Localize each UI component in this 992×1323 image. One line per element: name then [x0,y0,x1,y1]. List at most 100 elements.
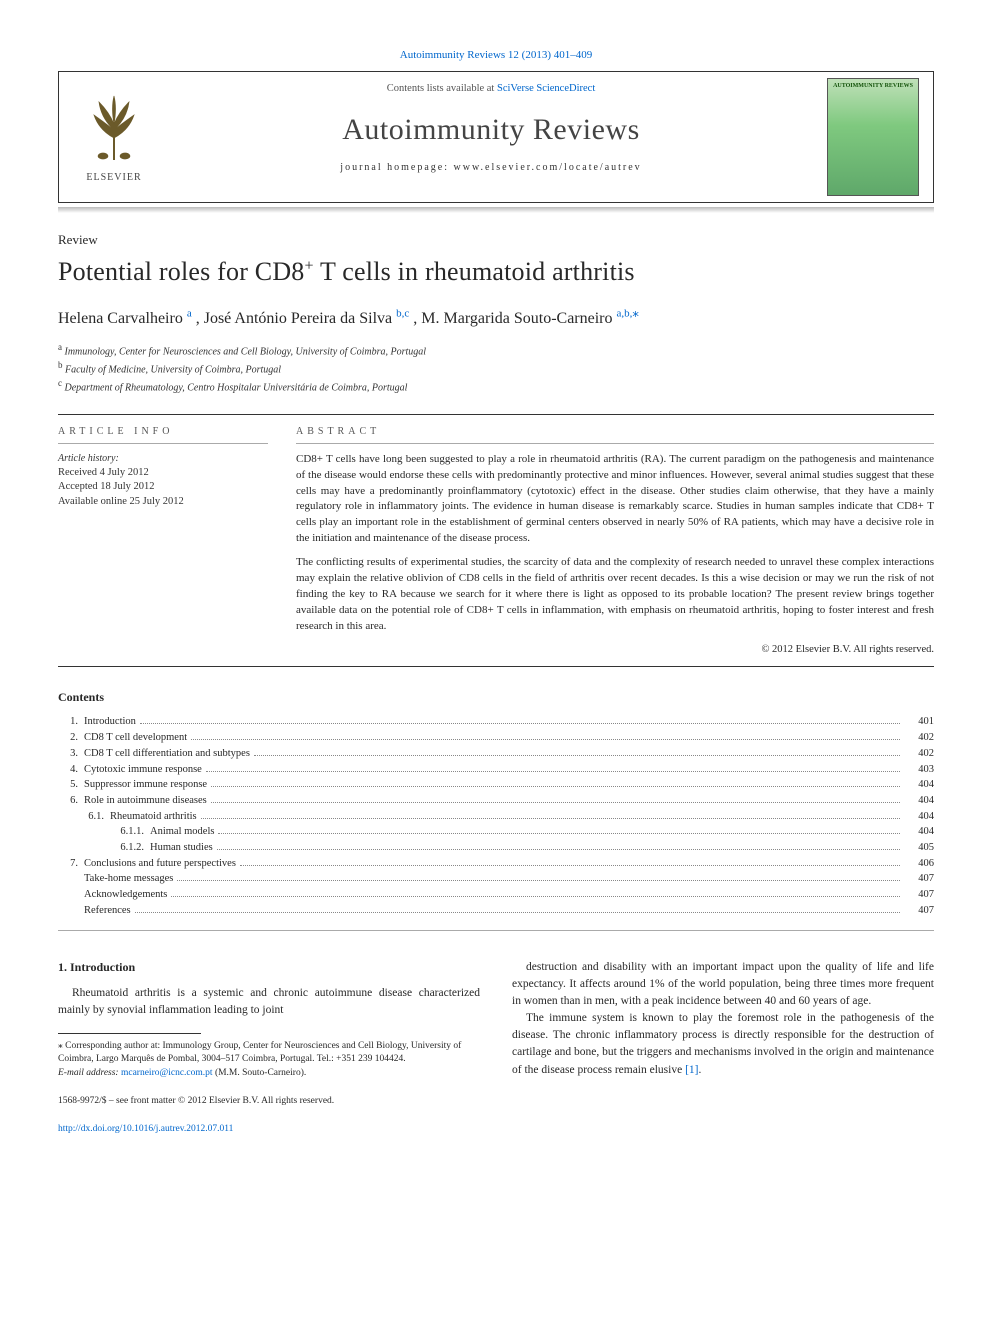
toc-num: 1. [58,715,84,730]
divider [296,443,934,444]
abstract-p2: The conflicting results of experimental … [296,555,934,635]
intro-p1-left: Rheumatoid arthritis is a systemic and c… [58,985,480,1019]
toc-page: 407 [904,888,934,903]
toc-row[interactable]: References407 [58,904,934,919]
email-label: E-mail address: [58,1068,121,1078]
toc-page: 404 [904,778,934,793]
toc-dots [191,739,900,740]
title-sup: + [305,257,314,274]
toc-row[interactable]: 1.Introduction 401 [58,715,934,730]
toc-title: CD8 T cell development [84,731,187,746]
corresponding-footnote: ⁎ Corresponding author at: Immunology Gr… [58,1040,480,1067]
toc-dots [206,771,900,772]
p2-post: . [699,1064,702,1076]
toc-title: Role in autoimmune diseases [84,794,207,809]
body-left-column: 1. Introduction Rheumatoid arthritis is … [58,959,480,1136]
toc-title: Take-home messages [84,872,173,887]
email-link[interactable]: mcarneiro@icnc.com.pt [121,1068,213,1078]
toc-row[interactable]: 5.Suppressor immune response404 [58,778,934,793]
toc-row[interactable]: 6.1.1.Animal models404 [58,825,934,840]
toc-page: 406 [904,857,934,872]
history-label: Article history: [58,452,268,466]
toc-page: 402 [904,747,934,762]
toc-num: 4. [58,763,84,778]
toc-title: CD8 T cell differentiation and subtypes [84,747,250,762]
abstract-copyright: © 2012 Elsevier B.V. All rights reserved… [296,643,934,658]
toc-dots [254,755,900,756]
history-received: Received 4 July 2012 [58,466,268,481]
toc-title: Animal models [150,825,214,840]
authors: Helena Carvalheiro a , José António Pere… [58,304,934,331]
toc-num: 6.1.2. [110,841,150,856]
intro-p2-right: The immune system is known to play the f… [512,1010,934,1078]
divider [58,666,934,667]
toc-row[interactable]: 6.1.Rheumatoid arthritis404 [58,810,934,825]
toc-dots [201,818,900,819]
toc-dots [135,912,900,913]
body-right-column: destruction and disability with an impor… [512,959,934,1136]
author-2-aff[interactable]: b,c [396,308,409,320]
toc-dots [217,849,900,850]
toc-page: 405 [904,841,934,856]
toc-row[interactable]: 6.1.2.Human studies 405 [58,841,934,856]
toc-page: 407 [904,904,934,919]
toc-row[interactable]: 2.CD8 T cell development402 [58,731,934,746]
abstract-p1: CD8+ T cells have long been suggested to… [296,452,934,548]
divider [58,930,934,931]
title-post: T cells in rheumatoid arthritis [314,257,635,286]
abstract-text: CD8+ T cells have long been suggested to… [296,452,934,635]
journal-cover[interactable]: AUTOIMMUNITY REVIEWS [813,72,933,202]
abstract-label: ABSTRACT [296,425,934,439]
toc-dots [140,723,900,724]
toc-num: 6.1.1. [110,825,150,840]
toc-row[interactable]: Acknowledgements 407 [58,888,934,903]
doi-link[interactable]: http://dx.doi.org/10.1016/j.autrev.2012.… [58,1124,233,1134]
toc-page: 404 [904,810,934,825]
toc-page: 403 [904,763,934,778]
elsevier-tree-icon [79,90,149,164]
toc-title: Conclusions and future perspectives [84,857,236,872]
title-pre: Potential roles for CD8 [58,257,305,286]
toc-num: 3. [58,747,84,762]
toc-dots [211,802,900,803]
toc-dots [211,786,900,787]
author-1: Helena Carvalheiro a [58,310,192,327]
publisher-name: ELSEVIER [79,171,149,185]
header-shadow [58,207,934,213]
toc-title: Acknowledgements [84,888,167,903]
toc-title: Introduction [84,715,136,730]
ref-1-link[interactable]: [1] [685,1064,698,1076]
intro-p1-right: destruction and disability with an impor… [512,959,934,1010]
toc-row[interactable]: Take-home messages 407 [58,872,934,887]
toc-page: 407 [904,872,934,887]
toc-page: 401 [904,715,934,730]
toc-num: 7. [58,857,84,872]
toc-row[interactable]: 7.Conclusions and future perspectives 406 [58,857,934,872]
article-info-label: ARTICLE INFO [58,425,268,439]
author-1-aff[interactable]: a [187,308,192,320]
journal-citation: Autoimmunity Reviews 12 (2013) 401–409 [58,48,934,63]
toc-num: 5. [58,778,84,793]
author-3: , M. Margarida Souto-Carneiro a,b,⁎ [413,310,639,327]
publisher-logo[interactable]: ELSEVIER [59,72,169,202]
toc-dots [218,833,900,834]
affiliation-a: a Immunology, Center for Neurosciences a… [58,341,934,359]
journal-name: Autoimmunity Reviews [342,109,640,151]
toc-row[interactable]: 3.CD8 T cell differentiation and subtype… [58,747,934,762]
author-3-aff[interactable]: a,b, [617,308,633,320]
journal-citation-link[interactable]: Autoimmunity Reviews 12 (2013) 401–409 [400,49,593,61]
toc-title: Human studies [150,841,213,856]
divider [58,443,268,444]
toc-num: 6. [58,794,84,809]
toc-row[interactable]: 6.Role in autoimmune diseases404 [58,794,934,809]
toc-row[interactable]: 4.Cytotoxic immune response403 [58,763,934,778]
footnote-divider [58,1033,201,1034]
table-of-contents: 1.Introduction 4012.CD8 T cell developmen… [58,715,934,918]
toc-dots [240,865,900,866]
article-title: Potential roles for CD8+ T cells in rheu… [58,254,934,290]
sciencedirect-link[interactable]: SciVerse ScienceDirect [497,83,595,94]
section-1-heading: 1. Introduction [58,959,480,977]
cover-title: AUTOIMMUNITY REVIEWS [832,83,914,90]
toc-title: Rheumatoid arthritis [110,810,197,825]
corresponding-star[interactable]: ⁎ [632,305,639,320]
